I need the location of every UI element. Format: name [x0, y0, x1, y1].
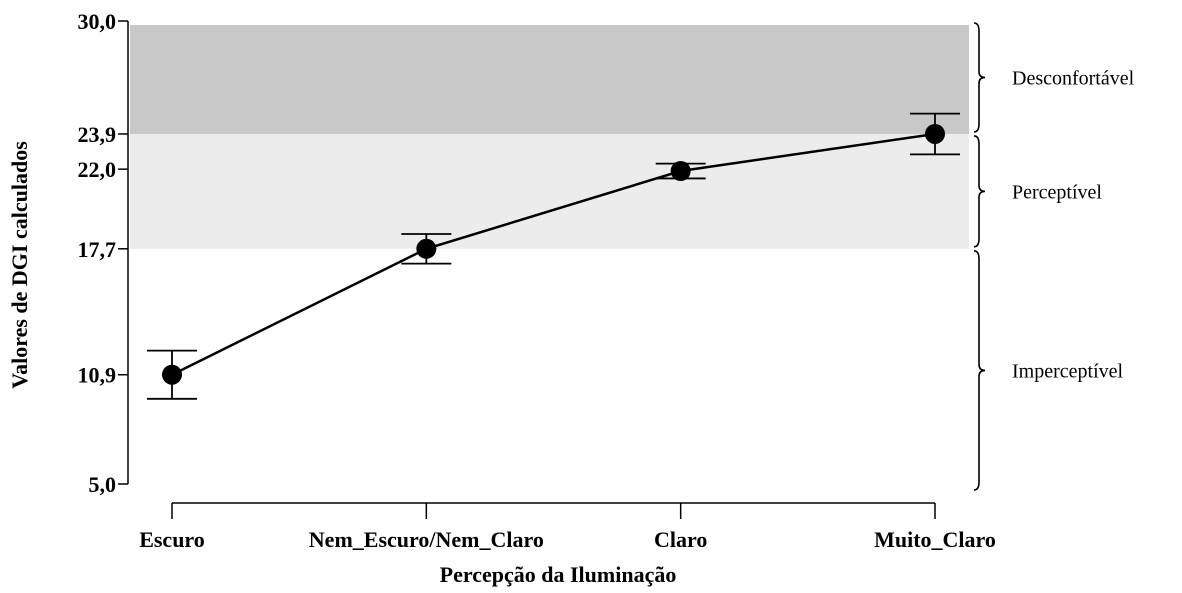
- x-tick-label-0: Escuro: [139, 527, 205, 552]
- axes: 5,0 10,9 17,7 22,0 23,9 30,0 Escuro Nem_Escuro/…: [78, 9, 996, 552]
- zone-brace-2: [973, 249, 986, 491]
- y-tick-label-2: 17,7: [78, 237, 117, 262]
- zone-bands: [130, 25, 969, 249]
- zone-braces: Desconfortável Perceptível Imperceptível: [973, 22, 1135, 491]
- zone-label-1: Perceptível: [1012, 181, 1102, 203]
- series: [147, 112, 960, 400]
- x-axis-title: Percepção da Iluminação: [440, 562, 677, 587]
- zone-label-2: Imperceptível: [1012, 360, 1123, 382]
- data-point-1: [416, 238, 437, 259]
- data-point-2: [670, 161, 691, 182]
- series-line-0: [171, 132, 936, 376]
- y-axis-title: Valores de DGI calculados: [7, 141, 32, 389]
- y-tick-label-0: 5,0: [89, 472, 117, 497]
- x-tick-label-3: Muito_Claro: [874, 527, 996, 552]
- x-tick-label-1: Nem_Escuro/Nem_Claro: [309, 527, 544, 552]
- zone-label-0: Desconfortável: [1012, 67, 1135, 89]
- data-point-3: [925, 123, 945, 144]
- band-0: [130, 25, 969, 134]
- data-point-0: [162, 364, 182, 385]
- zone-brace-0: [973, 22, 986, 133]
- x-tick-label-2: Claro: [654, 527, 707, 552]
- y-tick-label-5: 30,0: [78, 9, 117, 34]
- y-tick-label-3: 22,0: [78, 157, 117, 182]
- y-tick-label-4: 23,9: [78, 122, 117, 147]
- zone-brace-1: [973, 135, 986, 248]
- y-tick-label-1: 10,9: [78, 363, 117, 388]
- band-1: [130, 133, 969, 249]
